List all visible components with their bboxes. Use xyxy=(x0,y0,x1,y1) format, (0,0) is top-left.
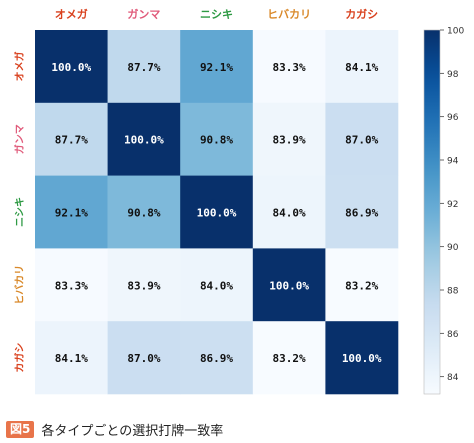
heatmap-cell-r3-c1 xyxy=(107,248,181,322)
column-label-1: ガンマ xyxy=(127,7,160,21)
heatmap-cell-label-r0-c0: 100.0% xyxy=(51,61,91,74)
colorbar-tick-label-1: 86 xyxy=(447,330,459,340)
heatmap-cell-r2-c0 xyxy=(35,175,108,249)
heatmap-cell-label-r2-c4: 86.9% xyxy=(345,207,378,220)
heatmap-cell-label-r0-c1: 87.7% xyxy=(127,61,160,74)
colorbar xyxy=(423,29,441,395)
heatmap-cell-r2-c4 xyxy=(325,175,399,249)
figure-caption-text: 各タイプごとの選択打牌一致率 xyxy=(41,423,224,439)
heatmap-cell-label-r0-c2: 92.1% xyxy=(200,61,233,74)
colorbar-tick-label-7: 98 xyxy=(447,70,459,80)
heatmap-cell-label-r1-c1: 100.0% xyxy=(124,134,164,147)
heatmap-cell-r3-c0 xyxy=(35,248,108,322)
colorbar-tick-label-2: 88 xyxy=(447,287,459,297)
heatmap-cell-r1-c0 xyxy=(35,102,108,176)
heatmap-cell-r2-c3 xyxy=(252,175,326,249)
heatmap-cell-r0-c2 xyxy=(180,30,254,104)
heatmap-cell-r4-c4 xyxy=(325,321,399,395)
heatmap-cell-r1-c4 xyxy=(325,102,399,176)
heatmap-cell-label-r2-c0: 92.1% xyxy=(55,207,88,220)
heatmap-cell-r0-c4 xyxy=(325,30,399,104)
heatmap-cell-r4-c2 xyxy=(180,321,254,395)
heatmap-cell-label-r3-c4: 83.2% xyxy=(345,279,378,292)
colorbar-tick-label-6: 96 xyxy=(447,113,459,123)
heatmap-cell-r4-c1 xyxy=(107,321,181,395)
row-label-4: カガシ xyxy=(13,343,26,373)
colorbar-tick-label-5: 94 xyxy=(447,157,459,167)
heatmap-cell-r1-c2 xyxy=(180,102,254,176)
heatmap-cell-label-r1-c4: 87.0% xyxy=(345,134,378,147)
heatmap-cell-label-r1-c0: 87.7% xyxy=(55,134,88,147)
heatmap-cell-label-r4-c4: 100.0% xyxy=(342,352,382,365)
row-label-0: オメガ xyxy=(13,51,26,81)
heatmap-cell-label-r2-c1: 90.8% xyxy=(127,207,160,220)
heatmap-chart: 100.0% 87.7% 92.1% 83.3% 84.1% 87.7% 100.0% 90.… xyxy=(13,7,464,395)
heatmap-cell-r0-c1 xyxy=(107,30,181,104)
row-label-2: ニシキ xyxy=(14,197,26,227)
heatmap-cell-label-r2-c2: 100.0% xyxy=(197,207,237,220)
heatmap-cell-r2-c1 xyxy=(107,175,181,249)
colorbar-tick-label-3: 90 xyxy=(447,243,459,253)
heatmap-cell-r0-c0 xyxy=(35,30,108,104)
row-label-3: ヒバカリ xyxy=(14,265,26,305)
column-label-4: カガシ xyxy=(345,7,378,21)
heatmap-cell-label-r2-c3: 84.0% xyxy=(273,207,306,220)
heatmap-cell-label-r3-c2: 84.0% xyxy=(200,279,233,292)
row-label-1: ガンマ xyxy=(13,124,26,154)
column-label-2: ニシキ xyxy=(200,8,233,21)
heatmap-cell-label-r1-c2: 90.8% xyxy=(200,134,233,147)
heatmap-cell-r0-c3 xyxy=(252,30,326,104)
heatmap-cell-label-r0-c3: 83.3% xyxy=(273,61,306,74)
heatmap-cell-r3-c3 xyxy=(252,248,326,322)
heatmap-cell-r4-c3 xyxy=(252,321,326,395)
heatmap-cell-label-r4-c3: 83.2% xyxy=(273,352,306,365)
colorbar-tick-label-8: 100 xyxy=(447,27,464,37)
heatmap-cell-r1-c3 xyxy=(252,102,326,176)
heatmap-cell-label-r3-c1: 83.9% xyxy=(127,279,160,292)
heatmap-cell-label-r3-c3: 100.0% xyxy=(269,279,309,292)
heatmap-cell-r4-c0 xyxy=(35,321,108,395)
figure-caption: 図5 各タイプごとの選択打牌一致率 xyxy=(6,419,223,439)
heatmap-cell-r1-c1 xyxy=(107,102,181,176)
heatmap-cell-label-r4-c0: 84.1% xyxy=(55,352,88,365)
column-label-0: オメガ xyxy=(55,7,88,21)
heatmap-cell-label-r4-c2: 86.9% xyxy=(200,352,233,365)
colorbar-tick-label-0: 84 xyxy=(447,373,459,383)
heatmap-cell-r3-c4 xyxy=(325,248,399,322)
heatmap-cell-label-r0-c4: 84.1% xyxy=(345,61,378,74)
column-label-3: ヒバカリ xyxy=(267,8,311,21)
heatmap-cell-label-r3-c0: 83.3% xyxy=(55,279,88,292)
heatmap-cell-label-r4-c1: 87.0% xyxy=(127,352,160,365)
heatmap-cell-label-r1-c3: 83.9% xyxy=(273,134,306,147)
heatmap-cell-r2-c2 xyxy=(180,175,254,249)
figure-number-badge: 図5 xyxy=(6,420,35,438)
colorbar-tick-label-4: 92 xyxy=(447,200,458,210)
heatmap-cell-r3-c2 xyxy=(180,248,254,322)
